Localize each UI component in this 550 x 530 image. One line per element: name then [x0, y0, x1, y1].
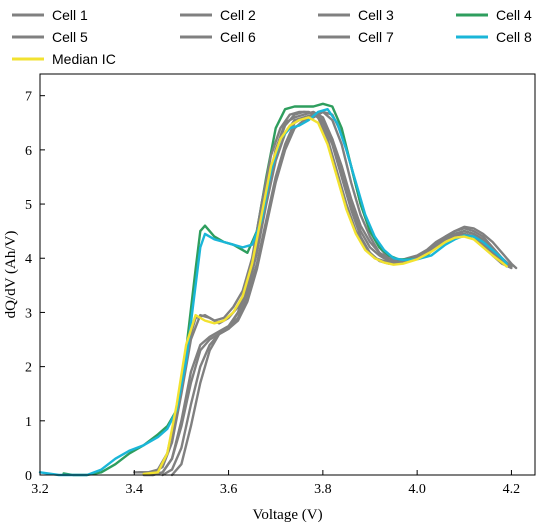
series-line-cell-3: [170, 110, 518, 477]
x-tick-label: 3.4: [126, 482, 144, 497]
y-tick-label: 1: [25, 415, 32, 430]
legend-label-cell-1: Cell 1: [52, 7, 88, 23]
x-tick-label: 4.0: [408, 482, 426, 497]
series-line-cell-8: [38, 108, 508, 477]
series-line-cell-6: [133, 110, 513, 474]
x-axis: 3.2 3.4 3.6 3.8 4.0 4.2: [31, 470, 520, 497]
legend-label-median-ic: Median IC: [52, 51, 116, 67]
legend-label-cell-4: Cell 4: [496, 7, 532, 23]
chart-legend: Cell 1 Cell 2 Cell 3 Cell 4 Cell 5 Cell 6 Cell…: [12, 7, 532, 67]
series-line-cell-2: [161, 110, 513, 477]
legend-label-cell-6: Cell 6: [220, 29, 256, 45]
y-tick-label: 6: [25, 144, 32, 159]
y-tick-label: 5: [25, 198, 32, 213]
x-axis-label: Voltage (V): [252, 507, 322, 523]
legend-label-cell-8: Cell 8: [496, 29, 532, 45]
y-tick-label: 3: [25, 306, 32, 321]
y-axis: 0 1 2 3 4 5 6 7: [25, 90, 45, 484]
x-tick-label: 4.2: [503, 482, 521, 497]
legend-label-cell-2: Cell 2: [220, 7, 256, 23]
series-line-cell-5: [151, 113, 513, 477]
x-tick-label: 3.6: [220, 482, 238, 497]
y-tick-label: 7: [25, 90, 32, 105]
plot-frame: [39, 73, 536, 476]
series-layer: [38, 102, 518, 477]
series-line-cell-1: [142, 110, 508, 477]
y-tick-label: 4: [25, 252, 32, 267]
legend-label-cell-7: Cell 7: [358, 29, 394, 45]
legend-label-cell-5: Cell 5: [52, 29, 88, 45]
legend-label-cell-3: Cell 3: [358, 7, 394, 23]
y-tick-label: 2: [25, 361, 32, 376]
y-tick-label: 0: [25, 469, 32, 484]
series-line-median-ic: [142, 116, 508, 476]
y-axis-label: dQ/dV (Ah/V): [3, 231, 19, 319]
series-line-cell-4: [62, 102, 513, 477]
x-tick-label: 3.2: [31, 482, 49, 497]
series-line-cell-7: [137, 110, 513, 474]
x-tick-label: 3.8: [314, 482, 332, 497]
